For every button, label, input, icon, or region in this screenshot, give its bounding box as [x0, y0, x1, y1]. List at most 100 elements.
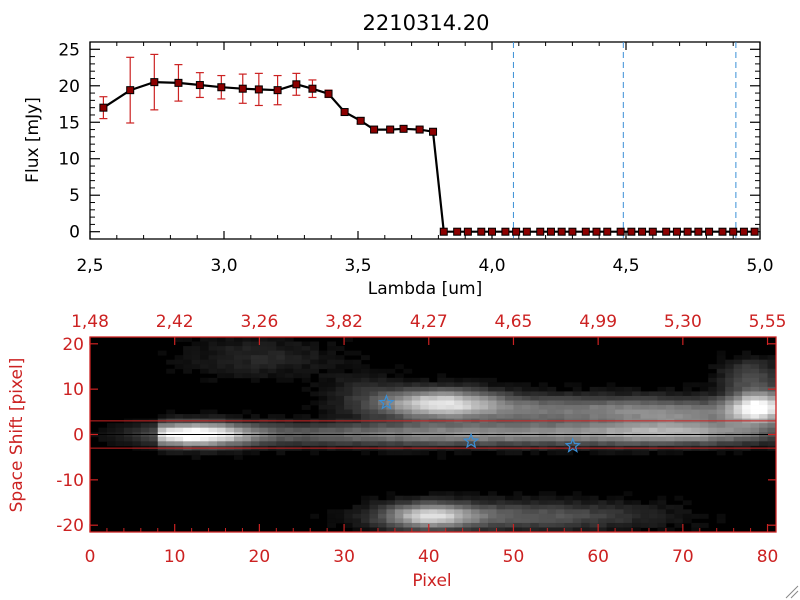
heatmap-cell	[106, 436, 116, 442]
heatmap-cell	[284, 341, 294, 347]
heatmap-cell	[327, 382, 337, 388]
heatmap-cell	[361, 513, 370, 519]
top-x-tick-label: 4,5	[612, 256, 639, 276]
heatmap-cell	[589, 409, 599, 415]
heatmap-cell	[759, 377, 768, 383]
heatmap-cell	[386, 527, 396, 533]
heatmap-cell	[623, 450, 633, 456]
heatmap-cell	[276, 355, 286, 361]
heatmap-cell	[386, 500, 396, 506]
heatmap-cell	[344, 513, 353, 519]
heatmap-cell	[750, 400, 760, 406]
heatmap-cell	[335, 377, 345, 383]
heatmap-cell	[250, 337, 260, 342]
heatmap-cell	[242, 368, 252, 374]
heatmap-cell	[555, 450, 565, 456]
heatmap-cell	[369, 436, 379, 442]
heatmap-cell	[521, 391, 531, 397]
heatmap-cell	[589, 513, 599, 519]
heatmap-cell	[665, 518, 675, 524]
heatmap-cell	[462, 500, 472, 506]
heatmap-cell	[538, 441, 548, 447]
heatmap-cell	[479, 527, 489, 533]
heatmap-cell	[335, 391, 345, 397]
heatmap-cell	[471, 509, 480, 515]
heatmap-cell	[521, 436, 531, 442]
heatmap-cell	[581, 409, 591, 415]
heatmap-cell	[750, 405, 760, 410]
heatmap-cell	[725, 414, 735, 420]
heatmap-cell	[276, 337, 286, 342]
heatmap-cell	[572, 522, 582, 528]
top-y-tick-label: 5	[69, 186, 80, 206]
heatmap-cell	[640, 400, 650, 406]
heatmap-cell	[530, 509, 540, 515]
heatmap-cell	[386, 427, 396, 433]
heatmap-cell	[344, 395, 353, 401]
heatmap-cell	[200, 337, 209, 342]
heatmap-cell	[361, 495, 370, 501]
heatmap-cell	[428, 491, 438, 497]
heatmap-cell	[445, 491, 455, 497]
heatmap-cell	[276, 450, 286, 456]
heatmap-cell	[310, 450, 320, 456]
heatmap-cell	[318, 436, 328, 442]
heatmap-cell	[479, 395, 489, 401]
heatmap-cell	[242, 364, 252, 370]
heatmap-cell	[217, 368, 226, 374]
heatmap-cell	[759, 359, 768, 365]
heatmap-cell	[445, 382, 455, 388]
top-y-tick-label: 10	[58, 150, 80, 170]
heatmap-cell	[759, 355, 768, 361]
heatmap-cell	[428, 400, 438, 406]
heatmap-cell	[377, 373, 387, 379]
bottom-x-tick-label: 50	[503, 547, 525, 567]
heatmap-cell	[344, 436, 353, 442]
heatmap-cell	[115, 441, 125, 447]
heatmap-cell	[462, 400, 472, 406]
heatmap-cell	[767, 414, 777, 420]
resize-grip-icon[interactable]	[785, 585, 799, 599]
heatmap-cell	[344, 509, 353, 515]
heatmap-cell	[589, 522, 599, 528]
heatmap-cell	[259, 427, 269, 433]
heatmap-cell	[504, 414, 514, 420]
heatmap-cell	[386, 441, 396, 447]
heatmap-cell	[471, 377, 480, 383]
heatmap-cell	[437, 518, 447, 524]
heatmap-cell	[327, 368, 337, 374]
heatmap-cell	[750, 377, 760, 383]
heatmap-cell	[284, 337, 294, 342]
heatmap-cell	[361, 527, 370, 533]
heatmap-cell	[445, 409, 455, 415]
heatmap-cell	[581, 441, 591, 447]
heatmap-cell	[394, 364, 404, 370]
data-point-marker	[238, 84, 247, 93]
heatmap-cell	[437, 382, 447, 388]
heatmap-cell	[394, 395, 404, 401]
top-y-tick-label: 20	[58, 77, 80, 97]
heatmap-cell	[369, 495, 379, 501]
heatmap-cell	[572, 382, 582, 388]
heatmap-cell	[750, 368, 760, 374]
heatmap-cell	[521, 423, 531, 429]
heatmap-cell	[411, 513, 421, 519]
heatmap-cell	[361, 355, 370, 361]
heatmap-cell	[564, 450, 574, 456]
heatmap-cell	[572, 423, 582, 429]
heatmap-cell	[733, 400, 743, 406]
heatmap-cell	[640, 509, 650, 515]
heatmap-cell	[648, 509, 658, 515]
heatmap-cell	[420, 450, 430, 456]
heatmap-cell	[140, 441, 150, 447]
heatmap-cell	[742, 382, 751, 388]
heatmap-cell	[699, 400, 709, 406]
heatmap-cell	[344, 405, 353, 410]
heatmap-cell	[437, 427, 447, 433]
heatmap-cell	[386, 386, 396, 392]
heatmap-cell	[691, 409, 701, 415]
heatmap-cell	[632, 423, 641, 429]
heatmap-cell	[335, 359, 345, 365]
heatmap-cell	[454, 441, 464, 447]
heatmap-cell	[615, 436, 624, 442]
